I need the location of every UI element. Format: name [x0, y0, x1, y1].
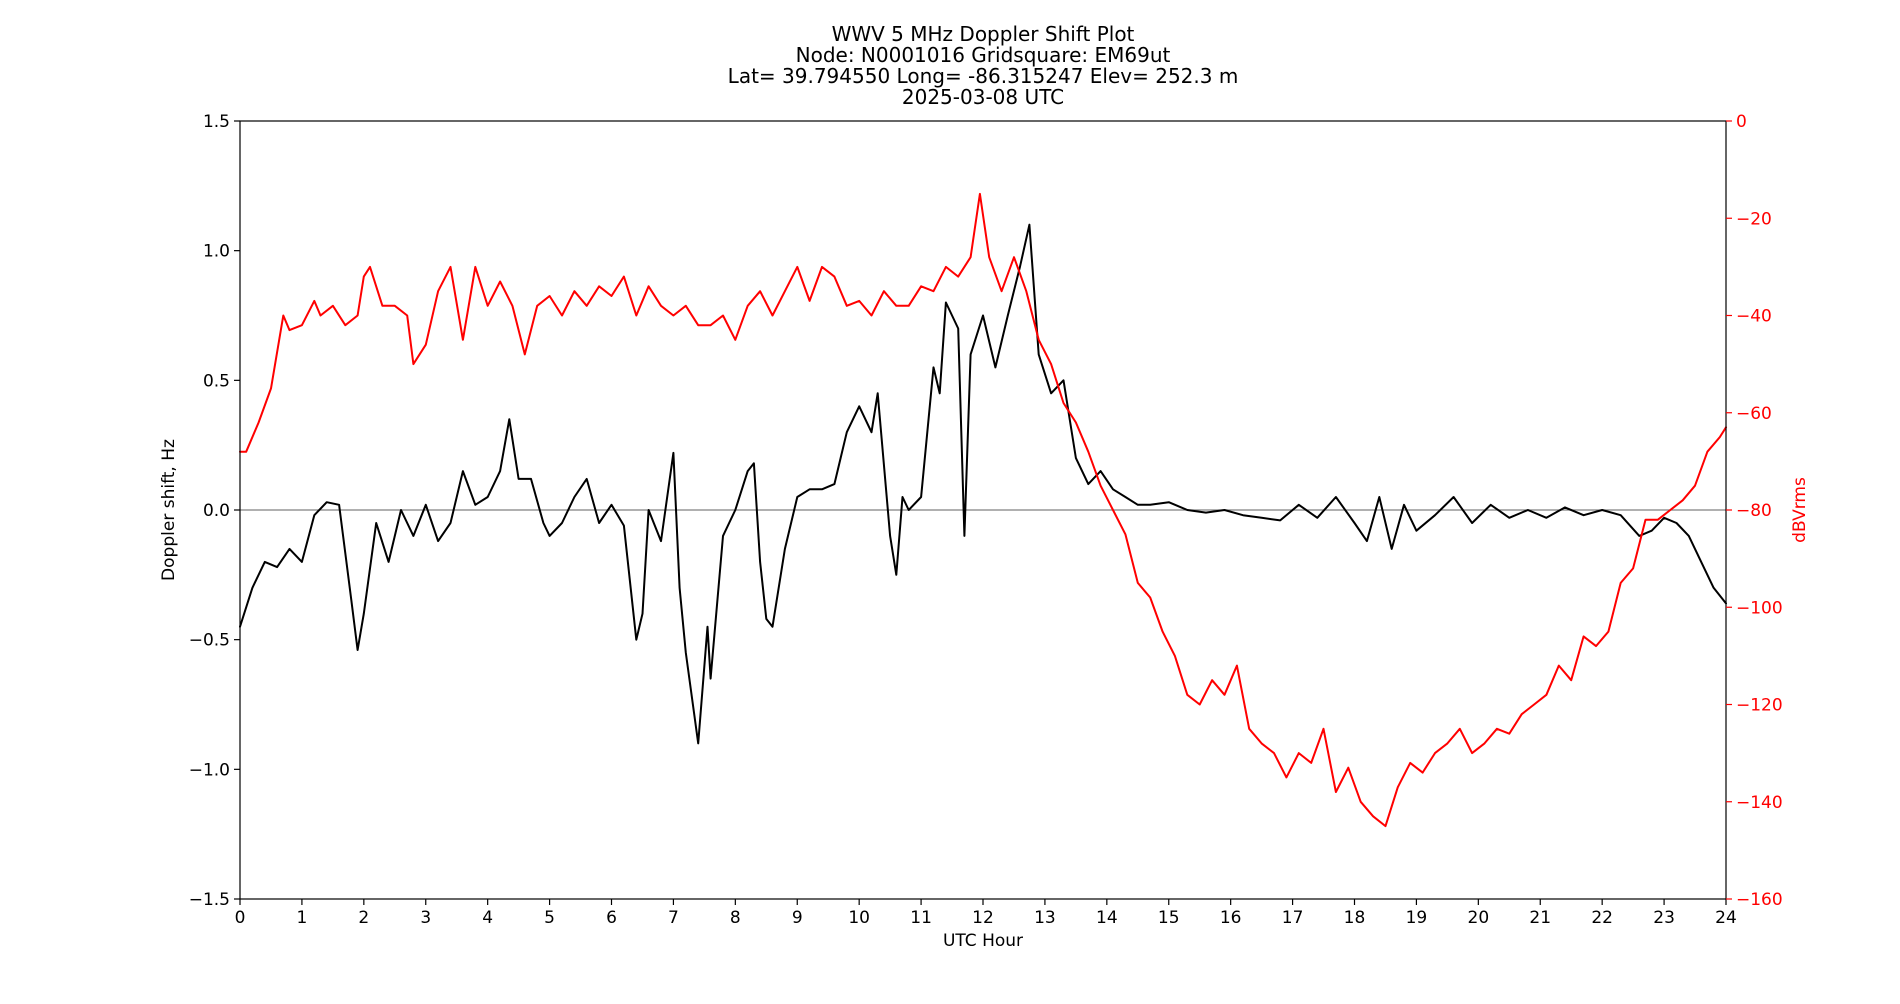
x-tick-label: 19	[1406, 908, 1428, 928]
x-tick-label: 11	[910, 908, 932, 928]
x-tick-label: 20	[1468, 908, 1490, 928]
series-group	[239, 192, 1727, 828]
x-tick-label: 9	[792, 908, 803, 928]
y-left-tick-label: −1.5	[189, 890, 230, 910]
y-right-tick-label: −100	[1736, 598, 1783, 618]
y-right-tick-label: −140	[1736, 793, 1783, 813]
y-axis-right-label: dBVrms	[1790, 477, 1810, 543]
x-tick-label: 1	[297, 908, 308, 928]
y-right-tick-label: 0	[1736, 112, 1747, 132]
x-axis-label: UTC Hour	[943, 931, 1023, 951]
x-tick-label: 4	[482, 908, 493, 928]
x-tick-label: 6	[606, 908, 617, 928]
x-tick-label: 23	[1653, 908, 1675, 928]
x-tick-label: 18	[1344, 908, 1366, 928]
y-right-tick-label: −20	[1736, 209, 1772, 229]
title-line: Lat= 39.794550 Long= -86.315247 Elev= 25…	[728, 64, 1239, 88]
title-line: 2025-03-08 UTC	[902, 85, 1064, 109]
y-left-tick-label: 1.0	[203, 242, 230, 262]
y-left-tick-label: 1.5	[203, 112, 230, 132]
y-right-tick-label: −60	[1736, 404, 1772, 424]
x-tick-label: 10	[848, 908, 870, 928]
x-tick-label: 3	[420, 908, 431, 928]
x-tick-label: 14	[1096, 908, 1118, 928]
doppler-series-line	[239, 223, 1727, 745]
x-tick-label: 12	[972, 908, 994, 928]
y-left-tick-label: −0.5	[189, 631, 230, 651]
y-right-tick-label: −160	[1736, 890, 1783, 910]
x-tick-label: 2	[358, 908, 369, 928]
y-right-tick-label: −80	[1736, 501, 1772, 521]
x-tick-label: 17	[1282, 908, 1304, 928]
y-left-tick-label: 0.5	[203, 371, 230, 391]
y-axis-left: 1.5 1.0 0.5 0.0 −0.5 −1.0 −1.5	[189, 112, 240, 910]
x-tick-label: 21	[1529, 908, 1551, 928]
y-right-tick-label: −120	[1736, 696, 1783, 716]
x-tick-label: 5	[544, 908, 555, 928]
x-tick-label: 16	[1220, 908, 1242, 928]
x-axis: 0 1 2 3 4 5 6 7 8 9 10 11 12 13 14 15 16 17 18 19 20 21 22 23 24	[235, 899, 1737, 928]
y-axis-right: 0 −20 −40 −60 −80 −100 −120 −140 −160	[1726, 112, 1783, 910]
x-tick-label: 0	[235, 908, 246, 928]
x-tick-label: 13	[1034, 908, 1056, 928]
x-tick-label: 15	[1158, 908, 1180, 928]
x-tick-label: 7	[668, 908, 679, 928]
x-tick-label: 22	[1591, 908, 1613, 928]
title-line: WWV 5 MHz Doppler Shift Plot	[832, 22, 1135, 46]
y-left-tick-label: −1.0	[189, 760, 230, 780]
y-axis-left-label: Doppler shift, Hz	[159, 439, 179, 581]
title-line: Node: N0001016 Gridsquare: EM69ut	[796, 43, 1171, 67]
power-series-line	[239, 192, 1727, 828]
x-tick-label: 24	[1715, 908, 1737, 928]
y-left-tick-label: 0.0	[203, 501, 230, 521]
x-tick-label: 8	[730, 908, 741, 928]
y-right-tick-label: −40	[1736, 307, 1772, 327]
